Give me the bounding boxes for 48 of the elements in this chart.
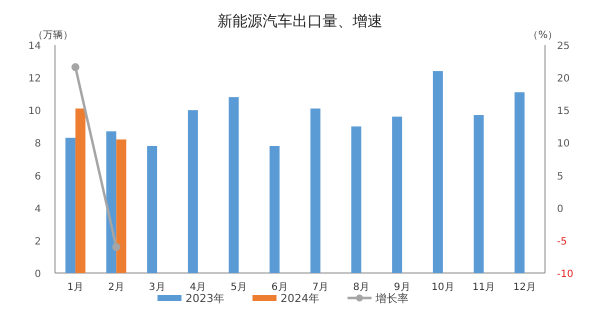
y2-tick-label: 10 xyxy=(557,138,570,150)
bar xyxy=(392,116,402,273)
x-tick-label: 6月 xyxy=(271,282,288,293)
bar xyxy=(228,97,239,273)
x-tick-label: 5月 xyxy=(230,282,247,293)
bar xyxy=(188,110,198,273)
bar xyxy=(116,139,126,273)
y2-tick-label: 5 xyxy=(557,171,564,182)
x-tick-label: 11月 xyxy=(472,282,496,293)
chart-title: 新能源汽车出口量、增速 xyxy=(218,12,382,30)
y2-tick-label: 0 xyxy=(557,204,564,215)
bar xyxy=(106,131,116,273)
bar xyxy=(432,71,443,273)
y-tick-label: 2 xyxy=(34,236,41,248)
y-tick-label: 8 xyxy=(34,138,41,150)
x-tick-label: 7月 xyxy=(312,282,329,293)
bar xyxy=(65,138,76,273)
y2-tick-label: -10 xyxy=(557,269,574,280)
y2-axis-title: （%） xyxy=(528,30,558,41)
y-axis-title: （万辆） xyxy=(33,29,73,41)
x-tick-label: 9月 xyxy=(394,282,410,293)
bar xyxy=(310,108,320,273)
x-tick-label: 8月 xyxy=(353,282,370,293)
y-tick-label: 12 xyxy=(28,74,41,85)
legend-label: 2023年 xyxy=(186,292,224,305)
x-tick-label: 4月 xyxy=(190,282,206,293)
bar xyxy=(270,146,280,273)
bar xyxy=(514,92,525,273)
x-tick-label: 1月 xyxy=(67,282,84,293)
x-tick-label: 10月 xyxy=(432,282,454,293)
y-tick-label: 6 xyxy=(34,171,41,182)
y2-tick-label: 25 xyxy=(557,41,570,52)
y2-tick-label: 15 xyxy=(557,106,570,118)
bar xyxy=(474,115,484,273)
y2-tick-label: 20 xyxy=(557,74,570,85)
x-tick-label: 3月 xyxy=(148,282,166,293)
y-tick-label: 4 xyxy=(34,204,41,215)
bar xyxy=(75,108,86,273)
x-tick-label: 12月 xyxy=(513,282,536,293)
y-tick-label: 10 xyxy=(28,106,41,118)
legend-label: 2024年 xyxy=(280,292,320,305)
y2-tick-label: -5 xyxy=(557,236,567,248)
y-tick-label: 14 xyxy=(28,41,41,52)
bar xyxy=(351,126,362,273)
bar xyxy=(147,146,158,273)
legend-label: 增长率 xyxy=(374,292,408,305)
x-tick-label: 2月 xyxy=(108,282,124,293)
y-tick-label: 0 xyxy=(34,269,41,280)
